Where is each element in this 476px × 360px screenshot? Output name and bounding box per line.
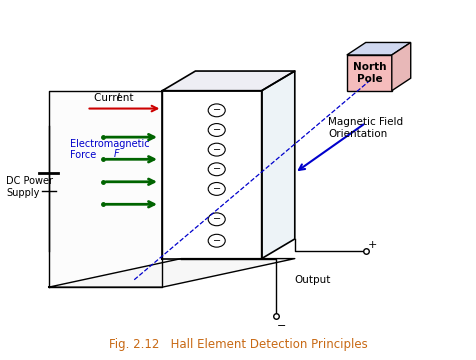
Polygon shape: [392, 42, 411, 91]
Polygon shape: [49, 258, 295, 287]
Text: Electromagnetic
Force: Electromagnetic Force: [70, 139, 149, 161]
Text: Output: Output: [295, 275, 331, 285]
Polygon shape: [162, 71, 295, 91]
Text: I: I: [116, 93, 119, 103]
Polygon shape: [262, 71, 295, 258]
Text: DC Power
Supply: DC Power Supply: [6, 176, 53, 198]
Text: F: F: [114, 149, 119, 159]
Text: +: +: [368, 240, 377, 249]
Text: −: −: [213, 184, 221, 194]
Text: Magnetic Field
Orientation: Magnetic Field Orientation: [328, 117, 403, 139]
Polygon shape: [347, 42, 411, 55]
Text: Fig. 2.12   Hall Element Detection Principles: Fig. 2.12 Hall Element Detection Princip…: [109, 338, 367, 351]
Text: −: −: [213, 236, 221, 246]
Text: −: −: [213, 164, 221, 174]
Text: −: −: [213, 145, 221, 155]
Text: −: −: [213, 125, 221, 135]
Text: −: −: [213, 214, 221, 224]
Text: −: −: [277, 321, 286, 331]
Text: −: −: [213, 105, 221, 115]
Text: North
Pole: North Pole: [353, 62, 386, 84]
Polygon shape: [49, 91, 162, 287]
FancyBboxPatch shape: [347, 55, 392, 91]
Text: Current: Current: [94, 93, 137, 103]
